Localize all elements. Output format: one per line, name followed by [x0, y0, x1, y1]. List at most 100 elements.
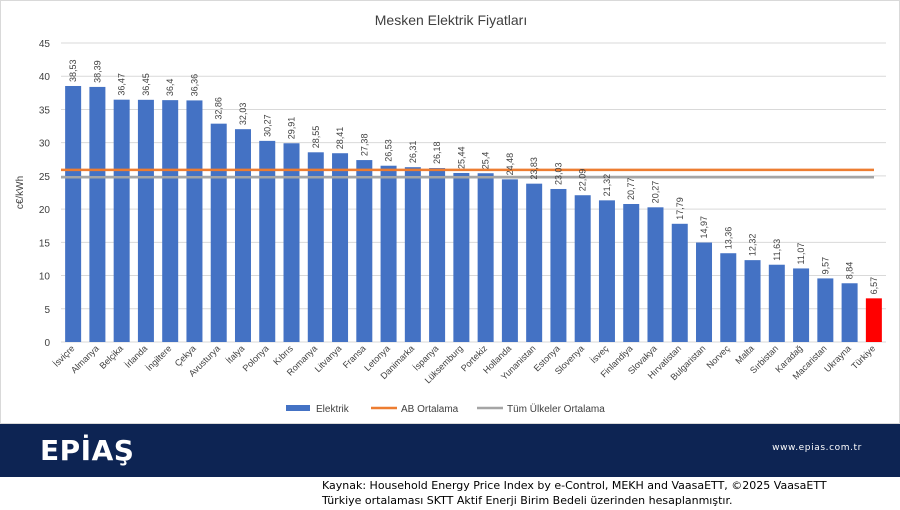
bar — [259, 140, 276, 342]
brand-banner: EPİAŞ www.epias.com.tr — [0, 424, 900, 477]
x-tick-label: Polonya — [241, 343, 271, 373]
bar — [65, 85, 82, 342]
data-label: 13,36 — [723, 227, 733, 250]
bar — [817, 278, 834, 342]
bar — [841, 283, 858, 342]
y-tick-label: 45 — [39, 39, 51, 50]
y-tick-label: 40 — [39, 72, 51, 83]
bar — [696, 242, 713, 342]
data-label: 6,57 — [869, 277, 879, 295]
bar — [623, 203, 640, 342]
data-label: 14,97 — [699, 216, 709, 239]
legend-label: Tüm Ülkeler Ortalama — [507, 403, 605, 415]
bar — [647, 207, 664, 342]
data-label: 21,32 — [602, 174, 612, 197]
bar — [865, 298, 882, 342]
x-tick-label: İsveç — [588, 343, 610, 365]
bar — [477, 173, 494, 342]
y-tick-label: 0 — [44, 338, 50, 349]
bar — [234, 129, 251, 342]
bar — [598, 200, 615, 342]
bar — [380, 165, 397, 342]
data-label: 26,31 — [408, 141, 418, 164]
chart-area: Mesken Elektrik Fiyatları 0 5 10 15 20 25 30 35 4… — [0, 0, 900, 424]
data-label: 29,91 — [287, 117, 297, 140]
y-tick-label: 15 — [39, 238, 51, 249]
legend-label: Elektrik — [316, 404, 350, 415]
bar — [113, 99, 130, 342]
legend-label: AB Ortalama — [401, 404, 459, 415]
data-label: 23,03 — [553, 162, 563, 185]
data-label: 20,27 — [650, 181, 660, 204]
data-label: 28,55 — [311, 126, 321, 149]
data-label: 36,45 — [141, 73, 151, 96]
bar — [768, 264, 785, 342]
y-axis-label: c€/kWh — [15, 176, 26, 209]
data-label: 38,39 — [92, 60, 102, 83]
bar — [526, 183, 543, 342]
bar — [793, 268, 810, 342]
x-tick-label: İtalya — [224, 343, 246, 365]
y-tick-label: 5 — [44, 305, 50, 316]
x-tick-label: Belçika — [97, 343, 125, 371]
bar — [720, 253, 737, 342]
bar — [89, 86, 106, 343]
y-tick-label: 20 — [39, 205, 51, 216]
data-label: 25,4 — [481, 152, 491, 170]
data-label: 24,48 — [505, 153, 515, 176]
data-label: 17,79 — [675, 197, 685, 220]
bar — [307, 152, 324, 342]
data-label: 32,03 — [238, 103, 248, 126]
y-tick-label: 10 — [39, 272, 51, 283]
data-label: 30,27 — [262, 114, 272, 137]
epias-logo: EPİAŞ — [40, 433, 135, 467]
bar — [550, 188, 567, 342]
legend-swatch — [286, 405, 310, 411]
data-label: 32,86 — [214, 97, 224, 120]
bar — [453, 172, 470, 342]
data-label: 11,63 — [772, 239, 782, 261]
website-url: www.epias.com.tr — [772, 443, 862, 453]
x-tick-label: Litvanya — [313, 343, 344, 374]
data-label: 38,53 — [68, 59, 78, 82]
data-label: 28,41 — [335, 127, 345, 150]
x-tick-label: Norveç — [704, 343, 732, 371]
data-label: 23,83 — [529, 157, 539, 180]
note-line: Türkiye ortalaması SKTT Aktif Enerji Bir… — [322, 494, 733, 507]
data-label: 9,57 — [820, 257, 830, 275]
bar — [210, 123, 227, 342]
x-tick-label: Türkiye — [849, 343, 877, 371]
data-label: 36,36 — [189, 74, 199, 97]
data-label: 26,53 — [384, 139, 394, 162]
bar — [162, 100, 179, 343]
bar — [186, 100, 203, 343]
bar — [404, 167, 421, 342]
data-label: 12,32 — [748, 234, 758, 257]
bar — [137, 99, 154, 342]
data-label: 11,07 — [796, 243, 806, 265]
data-label: 26,18 — [432, 142, 442, 165]
data-label: 22,09 — [578, 169, 588, 192]
y-tick-label: 30 — [39, 139, 51, 150]
x-tick-label: Ukrayna — [822, 343, 853, 374]
bar — [283, 143, 300, 342]
bar-chart: Mesken Elektrik Fiyatları 0 5 10 15 20 25 30 35 4… — [15, 12, 886, 415]
bar — [356, 160, 373, 342]
data-label: 25,44 — [456, 146, 466, 169]
source-line: Kaynak: Household Energy Price Index by … — [322, 479, 827, 492]
data-label: 36,4 — [165, 79, 175, 97]
y-tick-label: 35 — [39, 105, 51, 116]
bar — [744, 260, 761, 342]
bar — [671, 223, 688, 342]
bar — [574, 195, 591, 342]
data-label: 27,38 — [359, 134, 369, 157]
bar — [429, 168, 446, 342]
data-label: 20,77 — [626, 177, 636, 200]
x-tick-label: İngiltere — [144, 343, 174, 373]
data-label: 36,47 — [117, 73, 127, 96]
y-tick-label: 25 — [39, 172, 51, 183]
bar — [501, 179, 518, 342]
data-label: 8,84 — [845, 262, 855, 280]
bar — [332, 153, 349, 342]
chart-title: Mesken Elektrik Fiyatları — [375, 12, 527, 28]
